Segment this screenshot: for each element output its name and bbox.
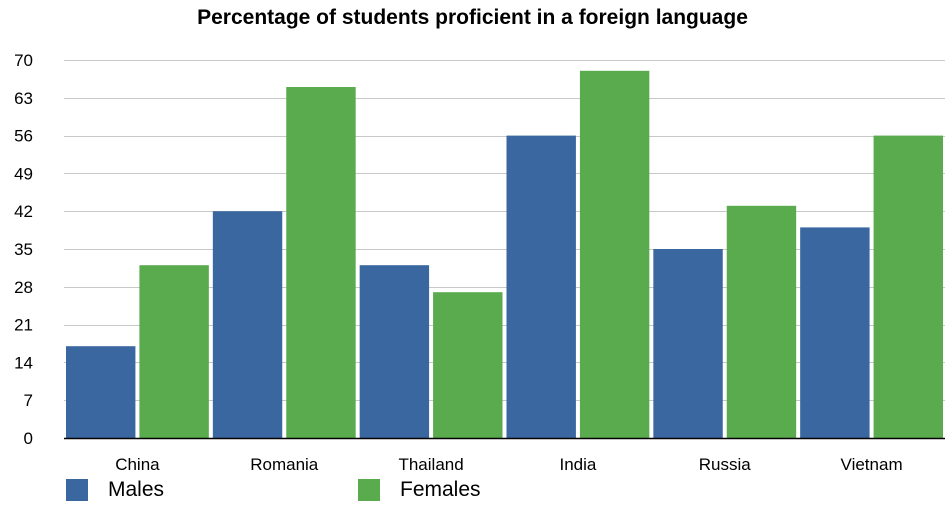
bar-males-russia — [653, 249, 723, 438]
bar-females-india — [579, 70, 650, 439]
y-tick-label: 35 — [14, 240, 33, 259]
bar-females-vietnam — [873, 135, 943, 438]
bar-males-vietnam — [800, 227, 870, 438]
x-tick-label: Thailand — [398, 455, 463, 474]
x-tick-label: India — [559, 455, 596, 474]
y-tick-label: 70 — [14, 51, 33, 70]
y-tick-label: 0 — [24, 429, 33, 448]
y-tick-label: 63 — [14, 89, 33, 108]
bar-females-romania — [286, 87, 356, 438]
y-tick-label: 49 — [14, 164, 33, 183]
y-tick-label: 7 — [24, 391, 33, 410]
x-tick-label: China — [115, 455, 160, 474]
legend-swatch-males — [66, 479, 88, 501]
bar-males-india — [506, 135, 576, 438]
y-tick-label: 56 — [14, 127, 33, 146]
y-tick-label: 21 — [14, 316, 33, 335]
legend-swatch-females — [358, 479, 380, 501]
x-tick-label: Vietnam — [841, 455, 903, 474]
legend-item-males: Males — [66, 476, 164, 504]
bar-males-romania — [212, 211, 283, 438]
y-tick-label: 42 — [14, 202, 33, 221]
chart-title: Percentage of students proficient in a f… — [197, 6, 748, 29]
bar-females-china — [139, 265, 209, 438]
bar-males-china — [66, 346, 136, 438]
legend-item-females: Females — [358, 476, 481, 504]
bar-females-russia — [726, 205, 797, 438]
bar-males-thailand — [359, 265, 430, 438]
y-tick-label: 14 — [14, 353, 33, 372]
bar-females-thailand — [433, 292, 503, 438]
legend-label-males: Males — [108, 478, 165, 501]
y-tick-label: 28 — [14, 278, 33, 297]
legend-label-females: Females — [400, 478, 481, 501]
x-tick-label: Romania — [250, 455, 319, 474]
x-tick-label: Russia — [699, 455, 752, 474]
